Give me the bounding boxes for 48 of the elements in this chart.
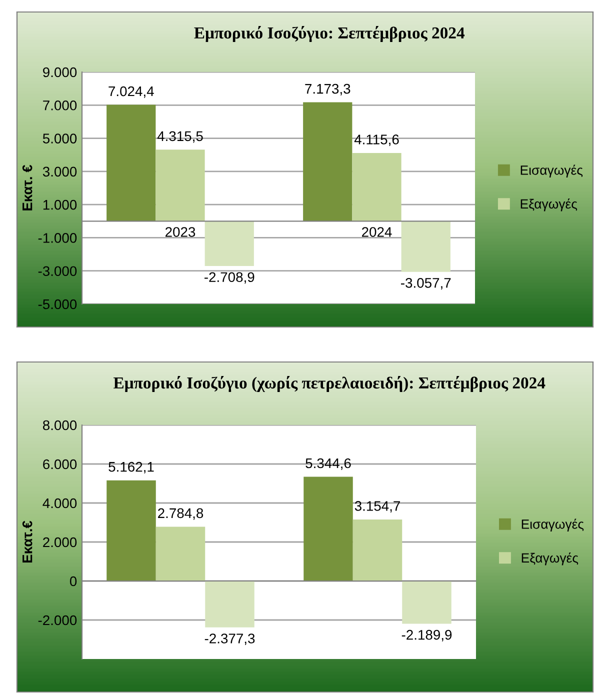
data-label: 5.162,1: [108, 462, 154, 474]
y-tick-label: -1.000: [38, 233, 77, 243]
y-tick-label: 2.000: [43, 537, 77, 548]
y-axis-title: Εκατ.€: [22, 520, 32, 562]
bar: [402, 581, 452, 624]
legend-label: Εξαγωγές: [520, 198, 578, 212]
x-tick-label: 2024: [362, 227, 392, 237]
bar: [205, 581, 254, 628]
data-label: 4.315,5: [157, 131, 203, 143]
bar: [304, 476, 353, 581]
data-label: 2.784,8: [158, 508, 204, 520]
y-tick-label: -3.000: [38, 266, 77, 276]
chart-title: Εμπορικό Ισοζύγιο (χωρίς πετρελαιοειδή): Σεπτέμβριος 2024: [114, 376, 546, 392]
bar: [401, 221, 450, 272]
data-label: -2.189,9: [402, 630, 452, 642]
data-label: 7.024,4: [108, 86, 154, 98]
y-tick-label: 5.000: [42, 134, 77, 144]
y-tick-label: 4.000: [42, 498, 77, 508]
bar: [204, 221, 254, 266]
legend-label: Εξαγωγές: [522, 552, 578, 566]
data-label: 7.173,3: [305, 84, 350, 96]
bar: [303, 102, 352, 222]
y-tick-label: -2.000: [38, 615, 77, 626]
y-tick-label: 3.000: [42, 166, 77, 177]
chart-title: Εμπορικό Ισοζύγιο: Σεπτέμβριος 2024: [194, 26, 465, 42]
data-label: -2.708,9: [204, 272, 254, 284]
y-tick-label: 7.000: [43, 100, 77, 110]
bar: [106, 104, 156, 222]
data-label: 5.344,6: [306, 458, 351, 470]
y-axis-title: Εκατ. €: [22, 164, 32, 210]
y-tick-label: 0: [70, 576, 77, 586]
y-tick-label: 6.000: [43, 459, 77, 470]
data-label: -2.377,3: [204, 634, 255, 646]
y-tick-label: -5.000: [38, 299, 77, 310]
legend-label: Εισαγωγές: [520, 164, 583, 178]
bar: [156, 526, 206, 581]
y-tick-label: 1.000: [43, 200, 77, 210]
bar: [352, 519, 402, 581]
bar: [156, 150, 205, 222]
y-tick-label: 9.000: [43, 67, 77, 78]
data-label: 3.154,7: [354, 501, 400, 513]
y-tick-label: 8.000: [42, 420, 77, 430]
bar: [352, 152, 402, 222]
data-label: -3.057,7: [401, 278, 451, 290]
legend-label: Εισαγωγές: [522, 518, 584, 532]
data-label: 4.115,6: [354, 134, 399, 146]
bar: [106, 480, 156, 581]
x-tick-label: 2023: [166, 227, 196, 237]
